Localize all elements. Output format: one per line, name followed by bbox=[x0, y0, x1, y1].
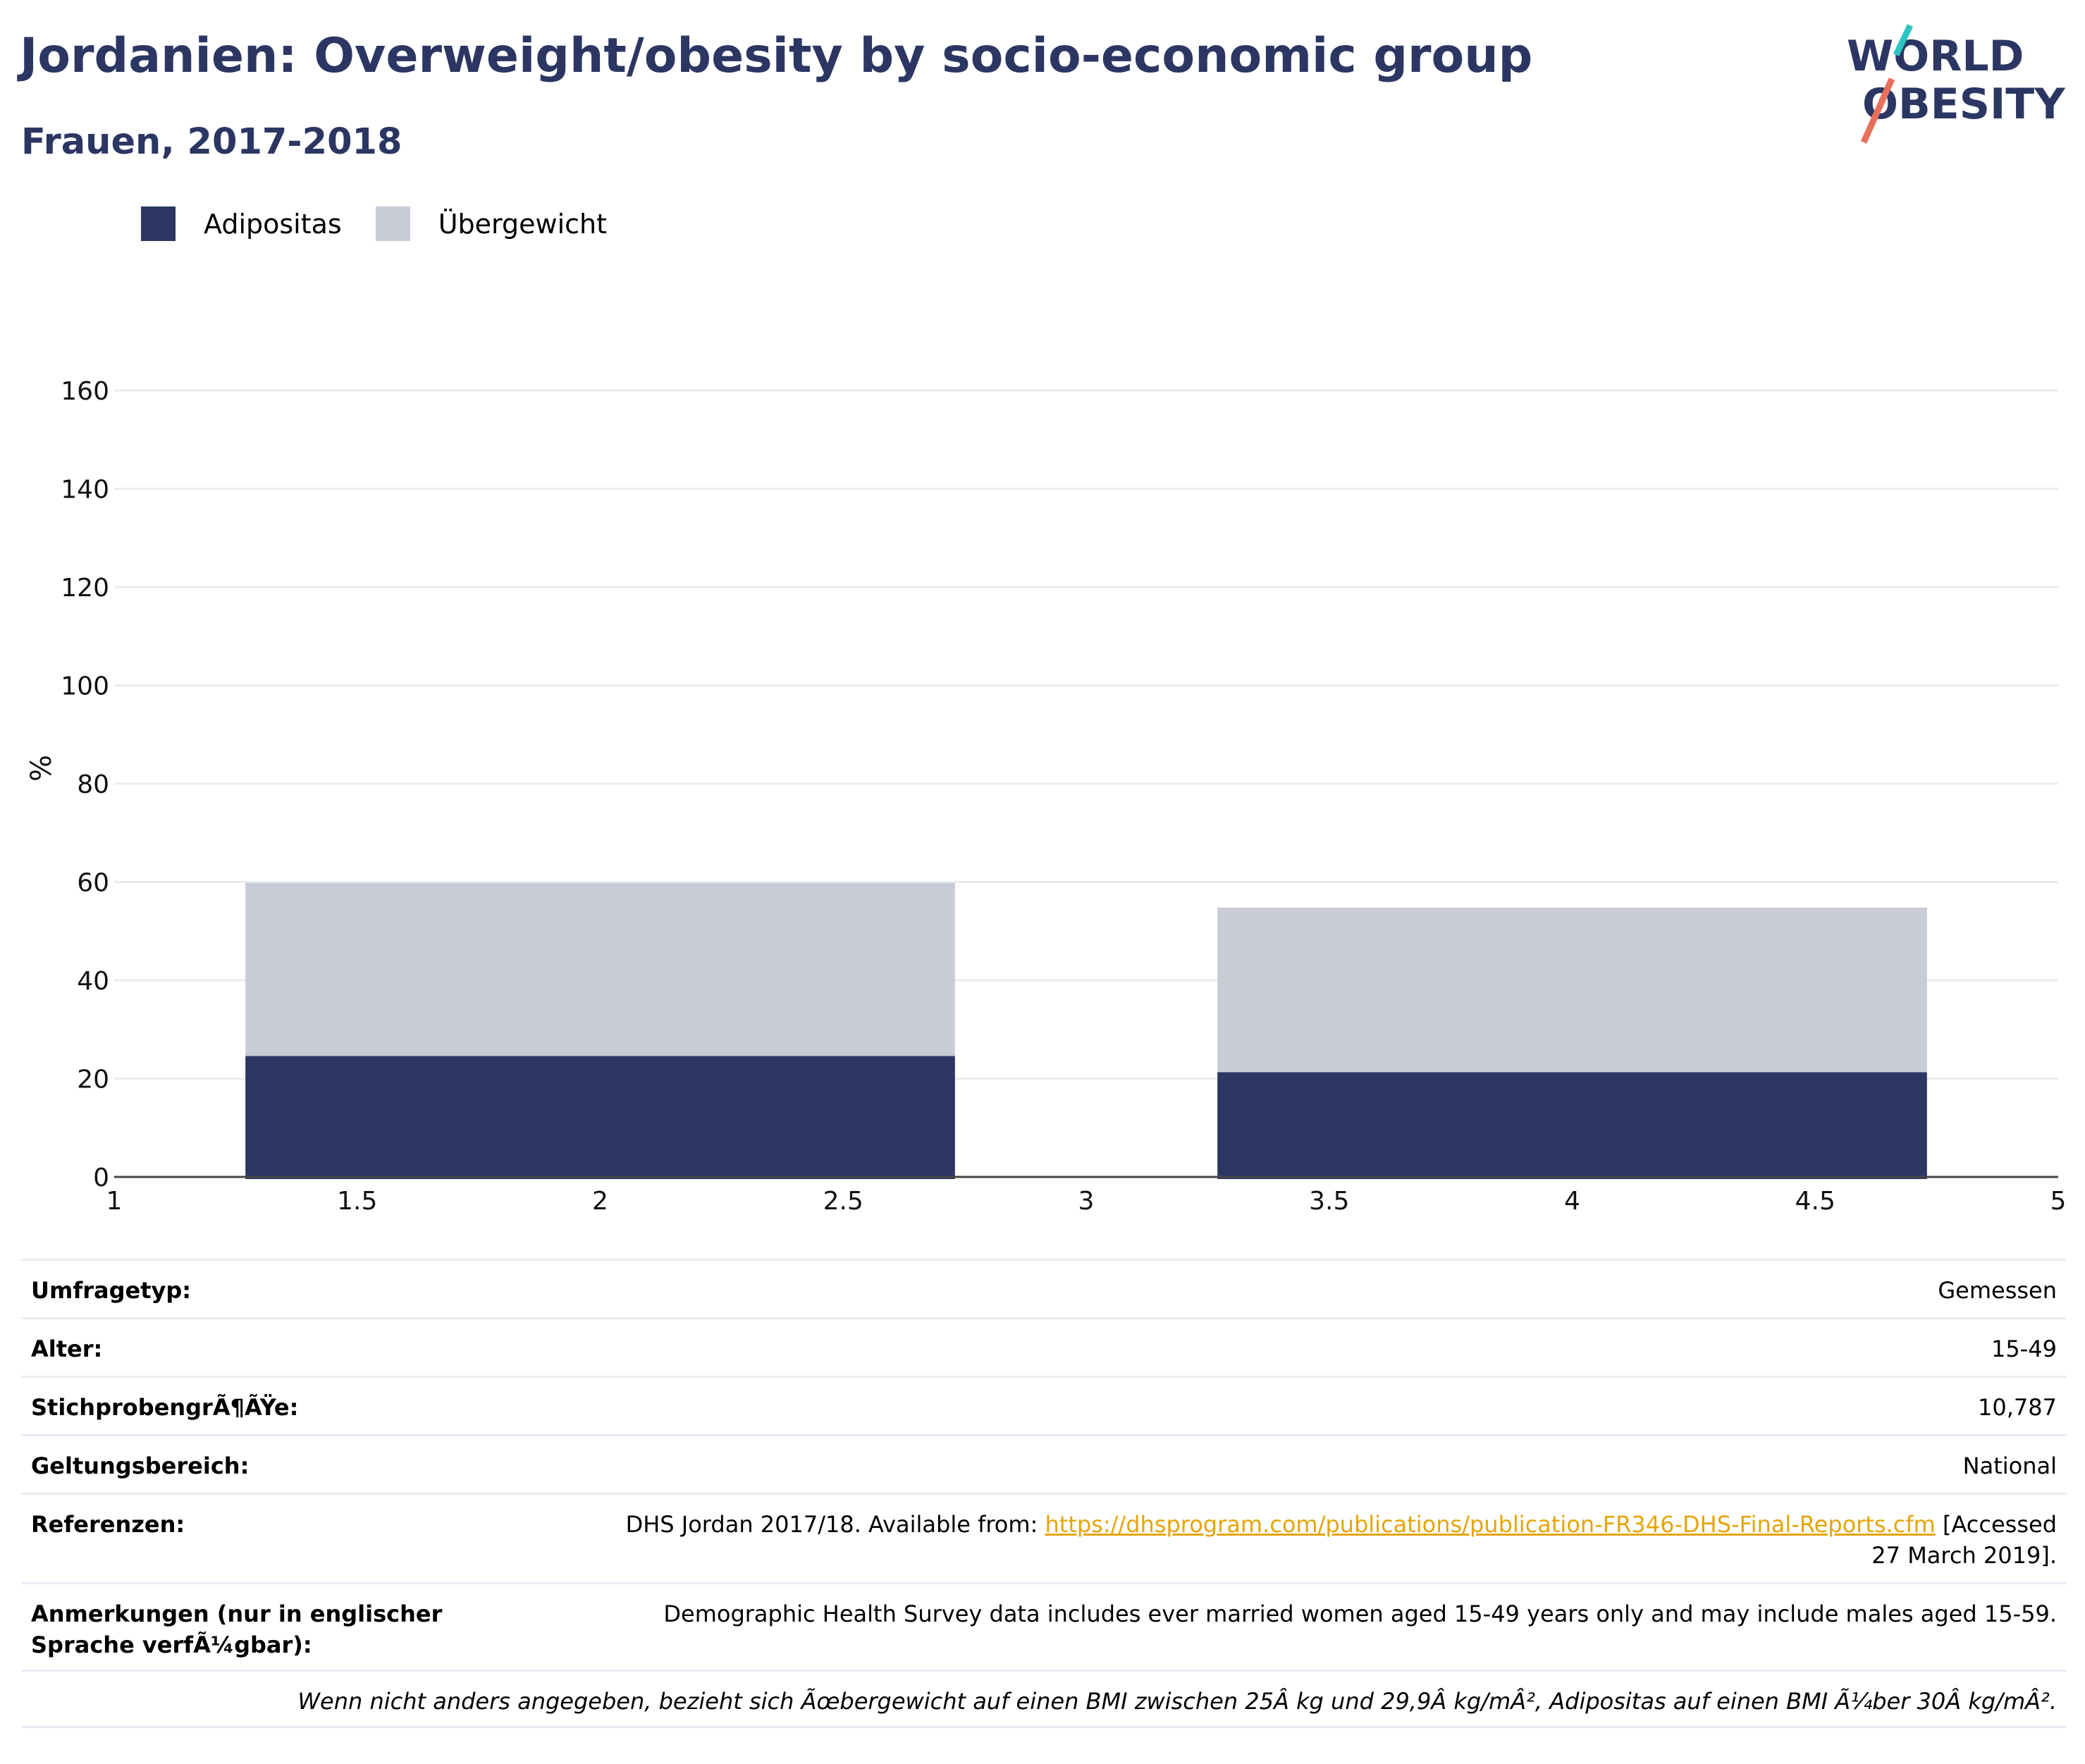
y-tick-label: 40 bbox=[77, 967, 109, 996]
info-row-notes: Anmerkungen (nur in englischer Sprache v… bbox=[21, 1582, 2067, 1670]
survey-type-label: Umfragetyp: bbox=[31, 1277, 192, 1304]
notes-value: Demographic Health Survey data includes … bbox=[663, 1600, 2057, 1627]
x-tick-label: 4 bbox=[1564, 1187, 1580, 1216]
x-tick-label: 1 bbox=[106, 1187, 123, 1216]
y-tick-label: 100 bbox=[61, 672, 109, 701]
logo-slash-teal bbox=[1893, 24, 1914, 56]
y-tick-label: 140 bbox=[61, 476, 109, 505]
references-value: DHS Jordan 2017/18. Available from: http… bbox=[591, 1509, 2057, 1571]
scope-label: Geltungsbereich: bbox=[31, 1452, 250, 1479]
y-tick-label: 60 bbox=[77, 869, 109, 898]
y-axis-ticks: 0 20 40 60 80 100 120 140 160 bbox=[61, 377, 109, 1192]
x-tick-label: 4.5 bbox=[1795, 1187, 1835, 1216]
footnote: Wenn nicht anders angegeben, bezieht sic… bbox=[297, 1688, 2057, 1715]
info-row-survey-type: Umfragetyp: Gemessen bbox=[21, 1259, 2067, 1317]
legend-swatch-obesity bbox=[141, 206, 176, 241]
legend-swatch-overweight bbox=[375, 206, 410, 241]
references-link[interactable]: https://dhsprogram.com/publications/publ… bbox=[1045, 1511, 1936, 1538]
y-tick-label: 0 bbox=[93, 1164, 109, 1192]
survey-type-value: Gemessen bbox=[1938, 1277, 2057, 1304]
info-row-age: Alter: 15-49 bbox=[21, 1317, 2067, 1376]
x-tick-label: 3.5 bbox=[1309, 1187, 1349, 1216]
references-prefix: DHS Jordan 2017/18. Available from: bbox=[625, 1511, 1045, 1538]
chart-bars bbox=[245, 882, 1927, 1179]
info-row-footnote: Wenn nicht anders angegeben, bezieht sic… bbox=[21, 1670, 2067, 1728]
bar-obesity-1 bbox=[245, 1056, 955, 1179]
logo-text-obesity: OBESITY bbox=[1862, 80, 2065, 129]
bar-obesity-2 bbox=[1217, 1072, 1927, 1179]
page-subtitle: Frauen, 2017-2018 bbox=[21, 121, 402, 163]
info-table: Umfragetyp: Gemessen Alter: 15-49 Stichp… bbox=[21, 1259, 2067, 1728]
y-axis-label: % bbox=[25, 755, 58, 782]
x-tick-label: 1.5 bbox=[337, 1187, 377, 1216]
page-title: Jordanien: Overweight/obesity by socio-e… bbox=[20, 28, 1533, 84]
bar-overweight-2 bbox=[1217, 907, 1927, 1073]
x-tick-label: 2 bbox=[592, 1187, 608, 1216]
x-tick-label: 5 bbox=[2050, 1187, 2067, 1216]
legend-label-overweight: Übergewicht bbox=[438, 208, 607, 240]
references-suffix: [Accessed 27 March 2019]. bbox=[1871, 1511, 2057, 1569]
x-tick-label: 3 bbox=[1078, 1187, 1095, 1216]
y-tick-label: 160 bbox=[61, 377, 109, 406]
notes-label: Anmerkungen (nur in englischer Sprache v… bbox=[31, 1600, 443, 1658]
y-tick-label: 20 bbox=[77, 1066, 109, 1094]
logo-slash-coral bbox=[1860, 78, 1895, 144]
age-value: 15-49 bbox=[1991, 1336, 2057, 1362]
age-label: Alter: bbox=[31, 1336, 103, 1362]
y-tick-label: 120 bbox=[61, 574, 109, 603]
sample-size-value: 10,787 bbox=[1978, 1394, 2057, 1421]
references-label: Referenzen: bbox=[31, 1511, 185, 1538]
scope-value: National bbox=[1962, 1452, 2057, 1479]
x-axis-ticks: 1 1.5 2 2.5 3 3.5 4 4.5 5 bbox=[106, 1187, 2067, 1216]
bar-overweight-1 bbox=[245, 882, 955, 1056]
chart-legend: Adipositas Übergewicht bbox=[141, 206, 641, 241]
sample-size-label: StichprobengrÃ¶ÃŸe: bbox=[31, 1394, 299, 1421]
info-row-sample-size: StichprobengrÃ¶ÃŸe: 10,787 bbox=[21, 1376, 2067, 1434]
world-obesity-logo: WORLD OBESITY bbox=[1847, 24, 2065, 144]
x-tick-label: 2.5 bbox=[823, 1187, 863, 1216]
legend-label-obesity: Adipositas bbox=[204, 208, 342, 240]
logo-text-world: WORLD bbox=[1847, 32, 2024, 81]
info-row-references: Referenzen: DHS Jordan 2017/18. Availabl… bbox=[21, 1493, 2067, 1582]
y-tick-label: 80 bbox=[77, 770, 109, 799]
info-row-scope: Geltungsbereich: National bbox=[21, 1434, 2067, 1493]
